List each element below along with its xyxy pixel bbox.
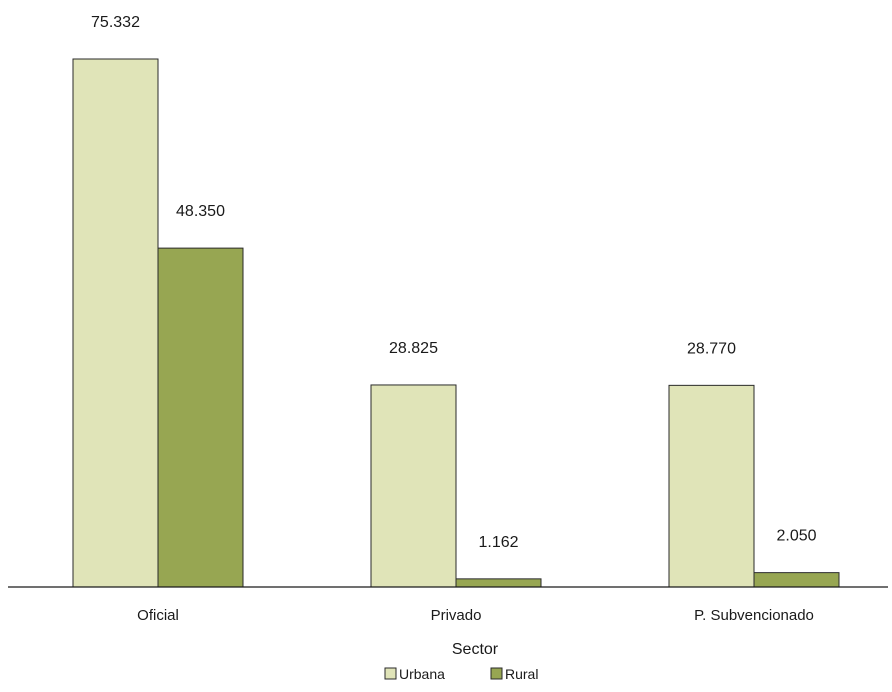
category-labels-group: Oficial Privado P. Subvencionado [137,607,814,624]
bar-rural-1 [157,247,244,588]
category-label-2: Privado [431,607,482,624]
x-axis-title: Sector [452,641,499,658]
bar-urbana-2 [370,384,457,588]
value-label-rural-2: 1.162 [478,534,518,551]
value-label-urbana-2: 28.825 [389,340,438,357]
bar-urbana-3 [668,384,755,588]
bars-group [72,58,840,588]
legend-swatch-urbana [384,667,397,680]
legend-label-urbana: Urbana [399,666,445,682]
value-labels-group: 75.332 48.350 28.825 1.162 28.770 2.050 [91,14,817,551]
legend: Urbana Rural [384,666,538,682]
legend-swatch-rural [490,667,503,680]
category-label-3: P. Subvencionado [694,607,814,624]
bar-rural-2 [455,578,542,588]
legend-label-rural: Rural [505,666,538,682]
value-label-rural-3: 2.050 [776,528,816,545]
value-label-urbana-1: 75.332 [91,14,140,31]
bar-urbana-1 [72,58,159,588]
category-label-1: Oficial [137,607,179,624]
value-label-urbana-3: 28.770 [687,340,736,357]
value-label-rural-1: 48.350 [176,203,225,220]
bar-rural-3 [753,572,840,588]
